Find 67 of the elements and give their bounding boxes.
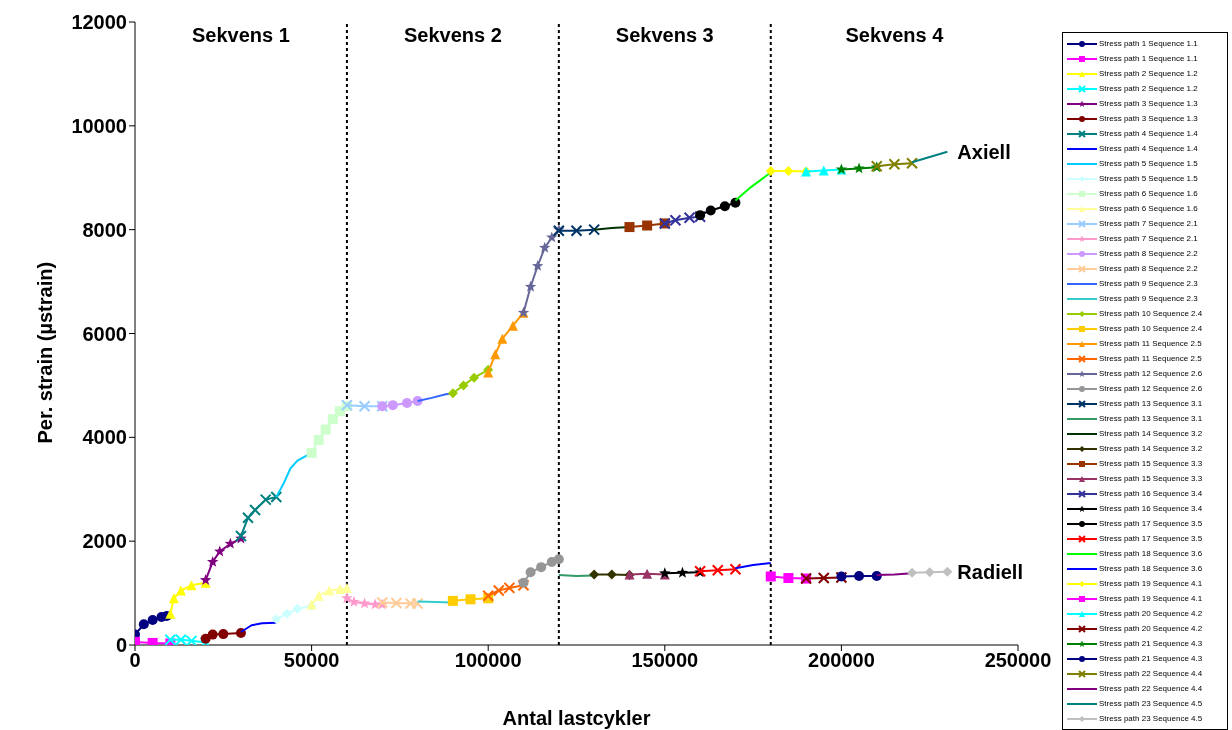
legend-label: Stress path 19 Sequence 4.1 <box>1099 579 1203 588</box>
legend-label: Stress path 11 Sequence 2.5 <box>1099 339 1202 348</box>
legend-label: Stress path 6 Sequence 1.6 <box>1099 189 1198 198</box>
legend-label: Stress path 21 Sequence 4.3 <box>1099 654 1203 663</box>
legend-label: Stress path 18 Sequence 3.6 <box>1099 549 1203 558</box>
x-tick-label: 100000 <box>454 649 522 672</box>
legend-label: Stress path 21 Sequence 4.3 <box>1099 639 1203 648</box>
legend-label: Stress path 8 Sequence 2.2 <box>1099 249 1198 258</box>
x-tick-label: 250000 <box>984 649 1052 672</box>
annotation: Sekvens 4 <box>845 24 945 47</box>
legend-label: Stress path 7 Sequence 2.1 <box>1099 234 1198 243</box>
x-tick-label: 150000 <box>631 649 699 672</box>
legend-label: Stress path 16 Sequence 3.4 <box>1099 504 1203 513</box>
y-tick-label: 8000 <box>82 218 127 241</box>
annotation: Sekvens 1 <box>192 24 290 47</box>
y-tick-label: 10000 <box>71 114 127 137</box>
legend-label: Stress path 23 Sequence 4.5 <box>1099 699 1203 708</box>
legend-label: Stress path 1 Sequence 1.1 <box>1099 39 1198 48</box>
x-tick-label: 0 <box>129 649 141 672</box>
legend-label: Stress path 12 Sequence 2.6 <box>1099 384 1203 393</box>
legend-label: Stress path 3 Sequence 1.3 <box>1099 99 1198 108</box>
legend-label: Stress path 19 Sequence 4.1 <box>1099 594 1203 603</box>
legend-label: Stress path 5 Sequence 1.5 <box>1099 159 1198 168</box>
legend-label: Stress path 10 Sequence 2.4 <box>1099 309 1203 318</box>
legend-label: Stress path 20 Sequence 4.2 <box>1099 609 1203 618</box>
legend-label: Stress path 8 Sequence 2.2 <box>1099 264 1198 273</box>
annotation: Axiell <box>957 140 1011 163</box>
legend-label: Stress path 23 Sequence 4.5 <box>1099 714 1203 723</box>
x-axis-title: Antal lastcykler <box>502 707 651 729</box>
legend-label: Stress path 4 Sequence 1.4 <box>1099 144 1198 153</box>
y-axis-title: Per. strain (µstrain) <box>34 261 57 444</box>
annotation: Sekvens 2 <box>403 24 502 47</box>
legend-label: Stress path 3 Sequence 1.3 <box>1099 114 1198 123</box>
legend-label: Stress path 9 Sequence 2.3 <box>1099 279 1198 288</box>
legend-label: Stress path 14 Sequence 3.2 <box>1099 429 1203 438</box>
legend-label: Stress path 10 Sequence 2.4 <box>1099 324 1203 333</box>
legend-label: Stress path 9 Sequence 2.3 <box>1099 294 1198 303</box>
legend-label: Stress path 2 Sequence 1.2 <box>1099 69 1198 78</box>
legend-label: Stress path 16 Sequence 3.4 <box>1099 489 1203 498</box>
y-tick-label: 2000 <box>82 530 127 553</box>
legend-label: Stress path 7 Sequence 2.1 <box>1099 219 1198 228</box>
x-tick-label: 50000 <box>283 649 340 672</box>
y-tick-label: 0 <box>115 634 127 657</box>
legend-label: Stress path 22 Sequence 4.4 <box>1099 684 1203 693</box>
legend-label: Stress path 22 Sequence 4.4 <box>1099 669 1203 678</box>
legend-label: Stress path 5 Sequence 1.5 <box>1099 174 1198 183</box>
annotation: Radiell <box>957 560 1023 583</box>
annotation: Sekvens 3 <box>615 24 714 47</box>
legend-label: Stress path 2 Sequence 1.2 <box>1099 84 1198 93</box>
legend-label: Stress path 17 Sequence 3.5 <box>1099 534 1203 543</box>
legend-label: Stress path 18 Sequence 3.6 <box>1099 564 1203 573</box>
legend-label: Stress path 13 Sequence 3.1 <box>1099 399 1203 408</box>
legend-label: Stress path 11 Sequence 2.5 <box>1099 354 1202 363</box>
legend-label: Stress path 15 Sequence 3.3 <box>1099 459 1203 468</box>
legend-label: Stress path 15 Sequence 3.3 <box>1099 474 1203 483</box>
y-tick-label: 4000 <box>82 426 127 449</box>
legend-label: Stress path 17 Sequence 3.5 <box>1099 519 1203 528</box>
legend-label: Stress path 1 Sequence 1.1 <box>1099 54 1198 63</box>
y-tick-label: 12000 <box>71 11 127 34</box>
legend-label: Stress path 12 Sequence 2.6 <box>1099 369 1203 378</box>
y-tick-label: 6000 <box>82 322 127 345</box>
legend-label: Stress path 6 Sequence 1.6 <box>1099 204 1198 213</box>
x-tick-label: 200000 <box>808 649 875 672</box>
legend-label: Stress path 13 Sequence 3.1 <box>1099 414 1203 423</box>
legend-label: Stress path 4 Sequence 1.4 <box>1099 129 1198 138</box>
legend-label: Stress path 20 Sequence 4.2 <box>1099 624 1203 633</box>
legend-label: Stress path 14 Sequence 3.2 <box>1099 444 1203 453</box>
